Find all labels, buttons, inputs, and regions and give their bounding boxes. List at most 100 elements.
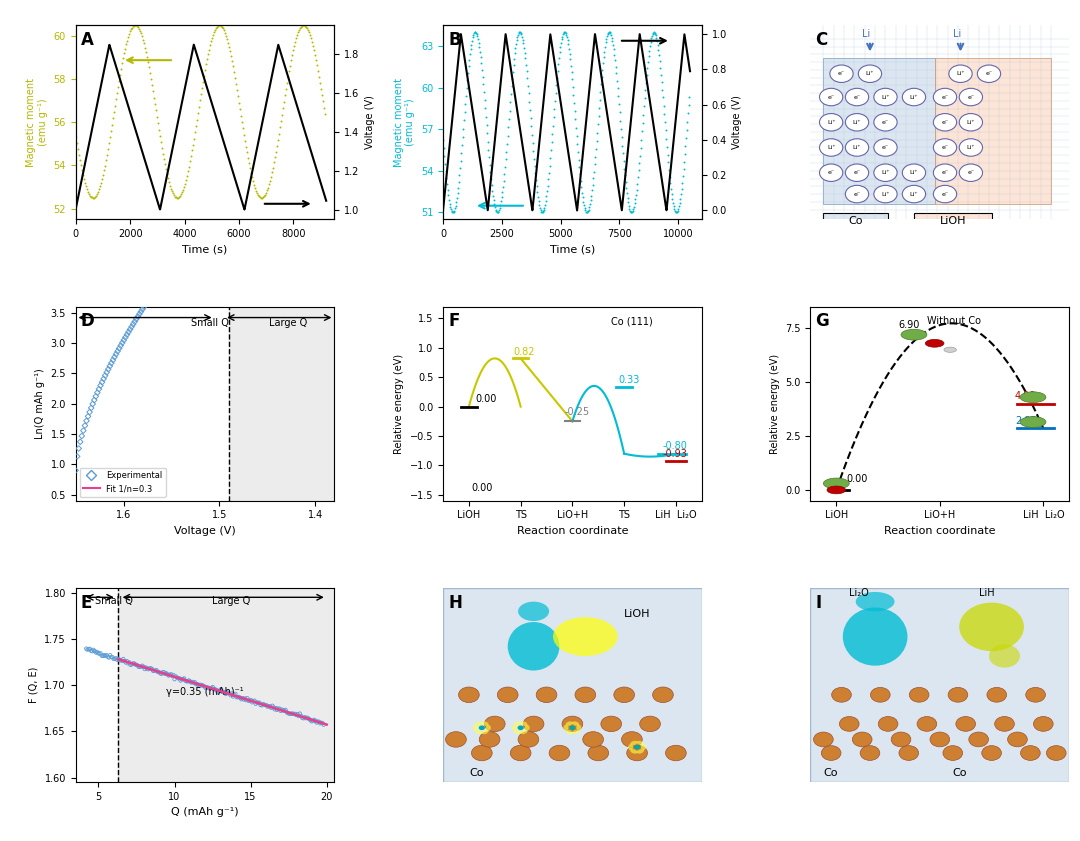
Point <box>279 123 296 136</box>
Text: Li⁺: Li⁺ <box>967 145 975 150</box>
Point <box>581 200 598 214</box>
Point <box>527 173 544 187</box>
Point <box>548 78 565 92</box>
Point <box>446 202 463 215</box>
Point <box>136 41 153 55</box>
Point <box>208 20 226 34</box>
Text: Li⁺: Li⁺ <box>866 71 874 77</box>
Ellipse shape <box>475 730 482 734</box>
Point <box>579 205 596 219</box>
Legend: Experimental, Fit 1/n=0.3: Experimental, Fit 1/n=0.3 <box>80 468 166 496</box>
Point <box>84 397 102 410</box>
Point <box>457 97 474 110</box>
Point <box>138 295 156 309</box>
Point <box>190 100 207 114</box>
Circle shape <box>926 340 944 347</box>
Point <box>141 290 159 304</box>
Point <box>275 704 293 717</box>
Ellipse shape <box>989 644 1020 668</box>
Point <box>591 101 608 114</box>
Point <box>231 691 248 705</box>
Point <box>306 713 323 727</box>
Point <box>603 29 620 42</box>
Point <box>297 711 314 725</box>
Point <box>227 71 244 85</box>
Point <box>631 156 648 170</box>
Point <box>301 29 319 42</box>
Point <box>206 683 224 696</box>
Point <box>109 80 126 93</box>
Point <box>648 34 665 48</box>
Ellipse shape <box>842 607 907 666</box>
Point <box>117 656 134 669</box>
Point <box>638 69 656 82</box>
Text: Co: Co <box>469 769 484 778</box>
Point <box>474 77 491 91</box>
Point <box>246 182 264 195</box>
Circle shape <box>982 746 1001 760</box>
Text: 0.33: 0.33 <box>618 375 639 385</box>
Point <box>181 674 199 688</box>
Point <box>204 28 221 41</box>
Point <box>489 205 507 219</box>
Point <box>251 153 268 167</box>
Point <box>510 26 527 40</box>
Point <box>121 24 138 38</box>
Point <box>232 174 249 188</box>
Point <box>468 26 485 40</box>
Point <box>459 66 476 80</box>
Point <box>450 175 468 188</box>
Point <box>202 209 219 222</box>
Point <box>633 133 650 146</box>
Point <box>132 27 149 40</box>
Point <box>121 323 138 336</box>
Point <box>260 143 278 156</box>
Point <box>116 46 133 60</box>
Point <box>673 182 690 195</box>
Point <box>82 190 99 204</box>
Point <box>315 718 333 732</box>
Point <box>537 194 554 208</box>
Point <box>652 61 670 75</box>
Point <box>653 75 671 88</box>
Point <box>226 66 243 79</box>
Point <box>543 128 561 141</box>
Point <box>551 51 568 65</box>
Point <box>534 205 551 219</box>
Point <box>187 119 204 133</box>
Point <box>200 681 217 695</box>
Point <box>291 110 308 124</box>
Point <box>447 195 464 209</box>
Point <box>241 156 258 170</box>
Point <box>568 130 585 143</box>
Point <box>470 33 487 46</box>
Point <box>532 205 550 219</box>
Point <box>626 197 644 210</box>
Circle shape <box>820 139 842 156</box>
Point <box>589 126 606 140</box>
Point <box>489 205 507 219</box>
Text: H: H <box>448 594 462 612</box>
Point <box>255 698 272 711</box>
X-axis label: Reaction coordinate: Reaction coordinate <box>885 526 996 536</box>
Circle shape <box>446 732 467 747</box>
Circle shape <box>634 745 640 749</box>
Text: e⁻: e⁻ <box>853 192 861 197</box>
Point <box>613 139 631 152</box>
Point <box>617 169 634 182</box>
Point <box>586 151 604 164</box>
Point <box>272 114 289 128</box>
Circle shape <box>562 717 583 732</box>
Point <box>271 120 288 134</box>
Text: Li: Li <box>862 29 870 39</box>
Point <box>213 196 230 209</box>
Point <box>472 50 489 64</box>
Point <box>541 159 558 172</box>
Circle shape <box>874 185 897 203</box>
Point <box>104 651 121 664</box>
Point <box>678 124 696 137</box>
Point <box>72 159 90 172</box>
Circle shape <box>821 746 841 760</box>
Point <box>651 55 669 68</box>
Point <box>207 683 225 696</box>
